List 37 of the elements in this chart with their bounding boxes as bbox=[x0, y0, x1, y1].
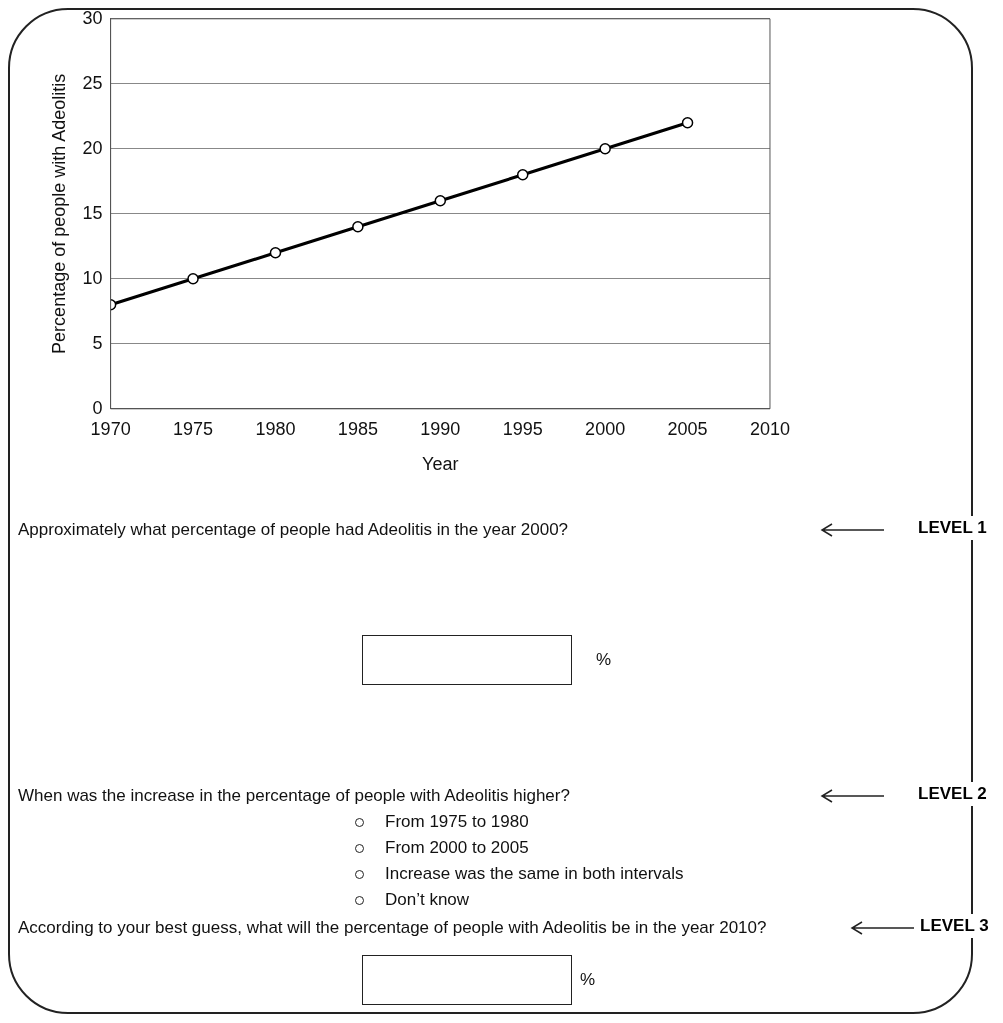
text: From 1975 to 1980 bbox=[385, 812, 529, 832]
y-tick-label: 0 bbox=[92, 397, 103, 418]
y-tick-label: 5 bbox=[92, 332, 103, 353]
text: % bbox=[596, 650, 612, 670]
text: From 2000 to 2005 bbox=[385, 838, 529, 858]
point bbox=[269, 247, 282, 259]
point bbox=[434, 195, 447, 207]
x-tick-label: 2005 bbox=[667, 418, 708, 439]
point bbox=[352, 221, 364, 233]
point bbox=[681, 117, 694, 129]
y-axis-title: Percentage of people with Adeolitis bbox=[48, 73, 69, 354]
y-tick-label: 20 bbox=[82, 137, 103, 158]
text: Increase was the same in both intervals bbox=[385, 864, 684, 884]
text: According to your best guess, what will the percentage of people with Adeolitis be in the year 2010? bbox=[18, 918, 768, 938]
text: LEVEL 1 bbox=[918, 516, 987, 540]
x-tick-label: 1970 bbox=[90, 418, 131, 439]
text: % bbox=[580, 970, 596, 990]
point bbox=[599, 143, 611, 155]
y-tick-label: 25 bbox=[82, 72, 103, 93]
text: LEVEL 3 bbox=[920, 914, 989, 938]
x-tick-label: 1980 bbox=[255, 418, 296, 439]
y-tick-label: 10 bbox=[82, 267, 103, 288]
x-axis-title: Year bbox=[422, 454, 459, 475]
text: LEVEL 2 bbox=[918, 782, 987, 806]
point bbox=[187, 273, 199, 285]
text: When was the increase in the percentage of people with Adeolitis higher? bbox=[18, 786, 570, 806]
x-tick-label: 1990 bbox=[420, 418, 461, 439]
x-tick-label: 2010 bbox=[749, 418, 790, 439]
x-tick-label: 1985 bbox=[337, 418, 378, 439]
y-tick-label: 30 bbox=[82, 7, 103, 28]
x-tick-label: 1995 bbox=[502, 418, 543, 439]
text: Don’t know bbox=[385, 890, 470, 910]
y-tick-label: 15 bbox=[82, 202, 103, 223]
x-tick-label: 2000 bbox=[585, 418, 626, 439]
text: Approximately what percentage of people had Adeolitis in the year 2000? bbox=[18, 520, 569, 540]
point bbox=[516, 169, 529, 181]
x-tick-label: 1975 bbox=[173, 418, 214, 439]
